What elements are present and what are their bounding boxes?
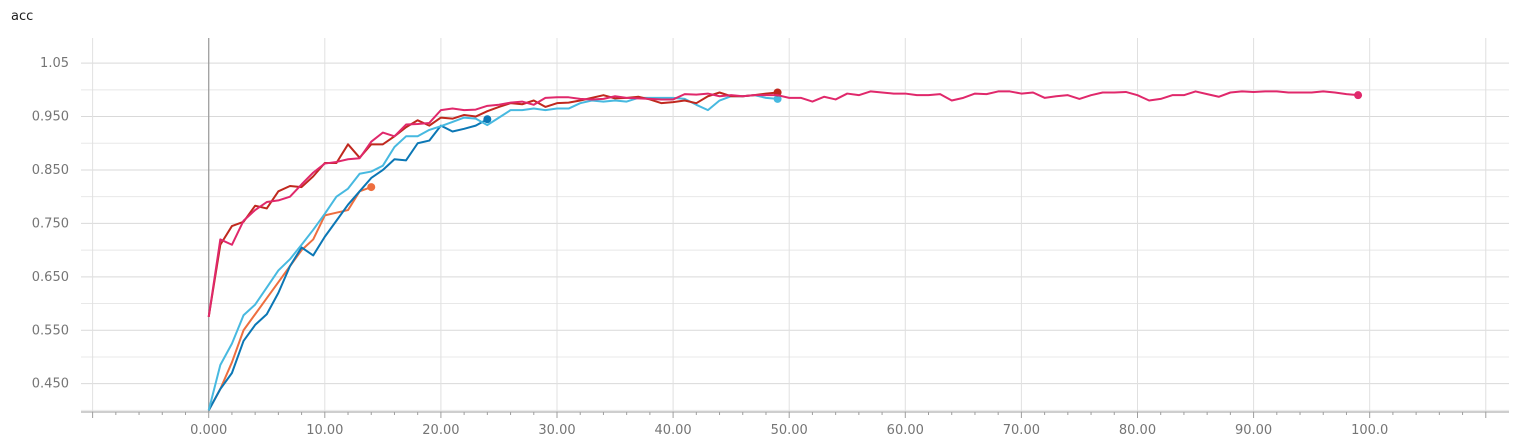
x-tick-label: 100.0 xyxy=(1351,423,1388,435)
series-line-3 xyxy=(207,94,778,411)
y-tick-label: 1.05 xyxy=(40,56,69,71)
series-end-point-5 xyxy=(1354,91,1363,100)
y-tick-label: 0.650 xyxy=(32,270,69,285)
x-tick-label: 90.00 xyxy=(1235,423,1272,435)
series-line-4 xyxy=(207,91,778,318)
series-line-2 xyxy=(207,118,488,411)
series-end-point-3 xyxy=(773,94,782,103)
y-tick-label: 0.450 xyxy=(32,377,69,392)
y-tick-labels: 0.450 0.550 0.650 0.750 0.850 0.950 1.05 xyxy=(32,56,69,392)
x-tick-label: 80.00 xyxy=(1119,423,1156,435)
y-tick-label: 0.550 xyxy=(32,323,69,338)
x-tick-label: 10.00 xyxy=(306,423,343,435)
x-tick-label: 0.000 xyxy=(190,423,227,435)
series-line-1 xyxy=(207,186,372,411)
chart-title: acc xyxy=(11,9,34,24)
x-tick-label: 50.00 xyxy=(771,423,808,435)
x-tick-label: 60.00 xyxy=(887,423,924,435)
x-tick-label: 20.00 xyxy=(422,423,459,435)
series-line-5 xyxy=(207,90,1359,318)
y-tick-label: 0.750 xyxy=(32,216,69,231)
grid-lines xyxy=(81,38,1509,412)
y-tick-label: 0.950 xyxy=(32,110,69,125)
axes xyxy=(81,411,1509,418)
x-tick-label: 40.00 xyxy=(654,423,691,435)
series-end-point-2 xyxy=(483,115,492,124)
x-tick-labels: 0.000 10.00 20.00 30.00 40.00 50.00 60.00 70.00… xyxy=(190,423,1388,435)
x-tick-label: 70.00 xyxy=(1003,423,1040,435)
series-lines xyxy=(207,88,1363,411)
series-end-point-1 xyxy=(367,183,376,192)
y-tick-label: 0.850 xyxy=(32,163,69,178)
x-tick-label: 30.00 xyxy=(538,423,575,435)
